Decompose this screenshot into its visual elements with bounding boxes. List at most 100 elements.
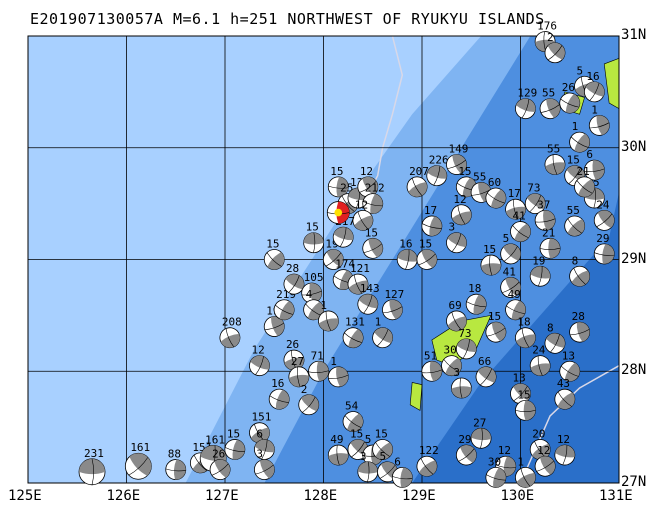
event-depth-label: 18: [517, 316, 530, 329]
beachball: [253, 439, 275, 460]
beachball: [249, 355, 270, 377]
event-depth-label: 20: [532, 427, 545, 440]
beachball: [529, 439, 551, 460]
map-frame: [27, 35, 620, 484]
event-depth-label: 17: [424, 204, 437, 217]
beachball: [298, 394, 320, 416]
beachball: [485, 187, 507, 209]
event-depth-label: 129: [517, 87, 537, 100]
event-depth-label: 3: [360, 450, 367, 463]
beachball: [263, 316, 285, 337]
event-depth-label: 4: [306, 288, 313, 301]
event-depth-label: 231: [84, 447, 104, 460]
map-title: E201907130057A M=6.1 h=251 NORTHWEST OF …: [30, 10, 545, 28]
beachball: [421, 360, 443, 382]
event-depth-label: 41: [513, 210, 526, 223]
event-depth-label: 15: [458, 165, 471, 178]
event-depth-label: 1: [517, 455, 524, 468]
beachball: [362, 193, 384, 215]
lon-label-126e: 126E: [106, 488, 141, 504]
beachball: [446, 154, 467, 175]
beachball: [165, 459, 187, 480]
beachball: [357, 176, 379, 198]
lat-label-29n: 29N: [621, 250, 647, 267]
beachball: [470, 427, 492, 449]
main-shock-layer: [326, 201, 350, 224]
beachball: [510, 221, 531, 242]
beachball: [209, 459, 231, 480]
event-depth-label: 143: [360, 282, 380, 295]
beachball: [441, 355, 462, 377]
beachball: [593, 243, 615, 265]
event-depth-label: 30: [488, 455, 501, 468]
lon-label-131e: 131E: [599, 488, 633, 504]
main-shock-beachball: [326, 201, 350, 224]
event-depth-label: 55: [542, 87, 555, 100]
beachball: [515, 327, 536, 349]
event-depth-label: 15: [419, 238, 432, 251]
event-depth-label: 37: [537, 198, 550, 211]
event-depth-label: 41: [503, 265, 516, 278]
beachball: [78, 458, 106, 486]
beachball: [288, 366, 310, 388]
beachball: [539, 98, 561, 120]
event-depth-label: 27: [291, 355, 304, 368]
lon-label-130e: 130E: [500, 488, 535, 504]
beachball: [485, 321, 507, 343]
lat-lon-grid: [27, 35, 620, 484]
beachball: [569, 321, 590, 343]
event-depth-label: 69: [448, 299, 461, 312]
beachball: [219, 327, 241, 349]
beachball: [352, 209, 374, 231]
event-depth-label: 1: [591, 103, 598, 116]
event-depth-label: 29: [596, 232, 609, 245]
event-depth-label: 55: [547, 143, 560, 156]
event-depth-label: 13: [513, 372, 526, 385]
beachball: [583, 159, 605, 181]
beachball: [574, 176, 595, 198]
lat-label-28n: 28N: [621, 362, 647, 379]
event-depth-label: 21: [577, 165, 590, 178]
tokunoshima-island: [409, 382, 423, 411]
event-depth-label: 16: [586, 70, 599, 83]
event-depth-label: 5: [380, 450, 387, 463]
event-depth-label: 16: [399, 238, 412, 251]
event-depth-label: 88: [168, 448, 181, 461]
event-depth-label: 207: [409, 165, 429, 178]
event-depth-label: 161: [130, 441, 150, 454]
lat-label-27n: 27N: [621, 474, 647, 490]
event-depth-label: 73: [458, 327, 471, 340]
event-depth-label: 28: [286, 262, 299, 275]
event-depth-label: 43: [557, 377, 570, 390]
event-depth-label: 174: [335, 258, 355, 271]
event-depth-label: 71: [311, 349, 324, 362]
beachball: [524, 193, 546, 215]
event-depth-label: 26: [212, 448, 225, 461]
beachball: [450, 204, 472, 226]
beachball: [475, 366, 497, 388]
beachball: [347, 273, 369, 295]
event-depth-label: 18: [468, 282, 481, 295]
beachball: [224, 439, 246, 460]
event-depth-label: 30: [444, 344, 457, 357]
event-depth-label: 105: [304, 271, 324, 284]
event-depth-label: 15: [365, 226, 378, 239]
event-depth-label: 151: [251, 411, 271, 424]
beachball: [421, 215, 443, 237]
event-depth-label: 15: [350, 427, 363, 440]
beachball: [199, 445, 227, 472]
event-depth-label: 226: [429, 154, 449, 167]
beachball: [500, 243, 522, 265]
beachball: [318, 310, 339, 332]
event-depth-label: 131: [345, 316, 365, 329]
beachball: [273, 299, 295, 321]
lon-label-125e: 125E: [8, 488, 42, 504]
event-depth-label: 60: [488, 176, 501, 189]
event-depth-label: 24: [596, 198, 610, 211]
event-depth-label: 161: [205, 433, 225, 446]
event-depth-label: 54: [345, 400, 359, 413]
beachball: [505, 299, 526, 321]
beachball: [554, 388, 576, 410]
beachball: [268, 388, 290, 410]
lon-label-127e: 127E: [205, 488, 239, 504]
